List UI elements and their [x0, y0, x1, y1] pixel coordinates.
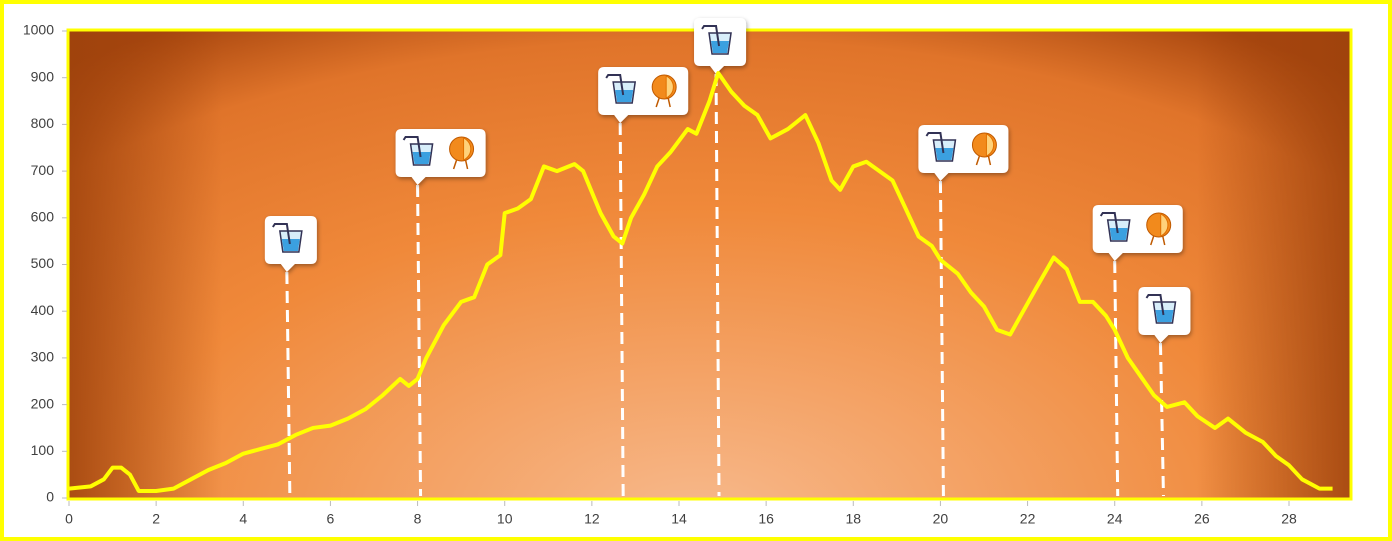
station-callout — [1092, 205, 1183, 261]
y-tick-label: 300 — [31, 349, 55, 365]
water-level — [1109, 228, 1128, 240]
x-tick-label: 2 — [152, 511, 160, 527]
straw — [925, 132, 945, 154]
y-tick-label: 600 — [31, 209, 55, 225]
y-tick-label: 800 — [31, 115, 55, 131]
station-line — [618, 122, 625, 497]
station-callout — [264, 216, 317, 272]
station-line — [416, 184, 423, 497]
station-callout — [395, 129, 486, 185]
y-tick-label: 0 — [46, 489, 54, 505]
y-tick-label: 400 — [31, 302, 55, 318]
orange-slice — [1160, 213, 1169, 237]
x-tick-label: 12 — [584, 511, 600, 527]
x-tick-label: 10 — [497, 511, 513, 527]
station-line — [938, 180, 945, 497]
orange-legs — [655, 97, 671, 108]
orange-legs — [1149, 235, 1166, 246]
water-level — [281, 239, 300, 251]
y-tick-label: 900 — [31, 68, 55, 84]
y-tick-label: 200 — [31, 395, 55, 411]
station-callout — [694, 18, 747, 74]
x-tick-label: 26 — [1194, 511, 1210, 527]
station-line — [714, 73, 721, 497]
orange-slice — [463, 137, 472, 161]
y-tick-label: 1000 — [23, 22, 54, 38]
x-tick-label: 18 — [845, 511, 861, 527]
water-level — [711, 41, 730, 53]
x-tick-label: 16 — [758, 511, 774, 527]
y-tick-label: 100 — [31, 442, 55, 458]
station-callout — [1138, 287, 1191, 343]
x-tick-label: 4 — [239, 511, 247, 527]
straw — [1145, 294, 1165, 316]
straw — [605, 74, 625, 96]
station-callout — [598, 67, 689, 123]
station-line — [1158, 342, 1165, 497]
x-tick-label: 20 — [933, 511, 949, 527]
y-tick-label: 700 — [31, 162, 55, 178]
elevation-line — [68, 71, 1333, 493]
station-callout — [918, 125, 1009, 181]
x-tick-label: 6 — [327, 511, 335, 527]
water-level — [1155, 310, 1174, 322]
x-tick-label: 8 — [414, 511, 422, 527]
straw — [272, 223, 291, 245]
x-tick-label: 14 — [671, 511, 687, 527]
water-level — [412, 152, 431, 164]
orange-slice — [985, 133, 995, 157]
orange-slice — [665, 75, 674, 99]
x-tick-label: 28 — [1281, 511, 1297, 527]
y-tick-label: 500 — [31, 255, 55, 271]
straw — [701, 25, 721, 47]
x-tick-label: 22 — [1020, 511, 1036, 527]
water-level — [615, 90, 634, 102]
water-level — [935, 148, 954, 160]
straw — [1099, 212, 1119, 234]
straw — [402, 136, 422, 158]
orange-legs — [452, 159, 469, 170]
x-tick-label: 0 — [65, 511, 73, 527]
orange-legs — [975, 155, 992, 166]
station-line — [1113, 260, 1120, 497]
x-tick-label: 24 — [1107, 511, 1123, 527]
